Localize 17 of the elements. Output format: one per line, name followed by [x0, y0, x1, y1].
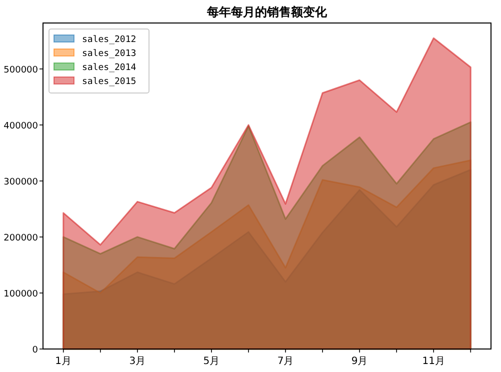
- legend-label: sales_2015: [82, 77, 136, 87]
- x-tick-label: 7月: [277, 356, 294, 367]
- legend-label: sales_2014: [82, 63, 136, 73]
- y-tick-label: 500000: [4, 65, 38, 76]
- x-tick-label: 1月: [55, 356, 72, 367]
- y-tick-label: 0: [32, 346, 38, 356]
- chart-title: 每年每月的销售额变化: [206, 5, 328, 19]
- legend-label: sales_2013: [82, 49, 136, 59]
- legend-label: sales_2012: [82, 35, 136, 45]
- y-tick-label: 200000: [4, 233, 38, 244]
- y-tick-label: 400000: [4, 121, 38, 132]
- x-tick-label: 3月: [129, 356, 146, 367]
- y-tick-label: 300000: [4, 177, 38, 188]
- y-tick-label: 100000: [4, 289, 38, 300]
- x-tick-label: 11月: [422, 356, 445, 367]
- x-tick-label: 9月: [351, 356, 368, 367]
- x-tick-label: 5月: [203, 356, 220, 367]
